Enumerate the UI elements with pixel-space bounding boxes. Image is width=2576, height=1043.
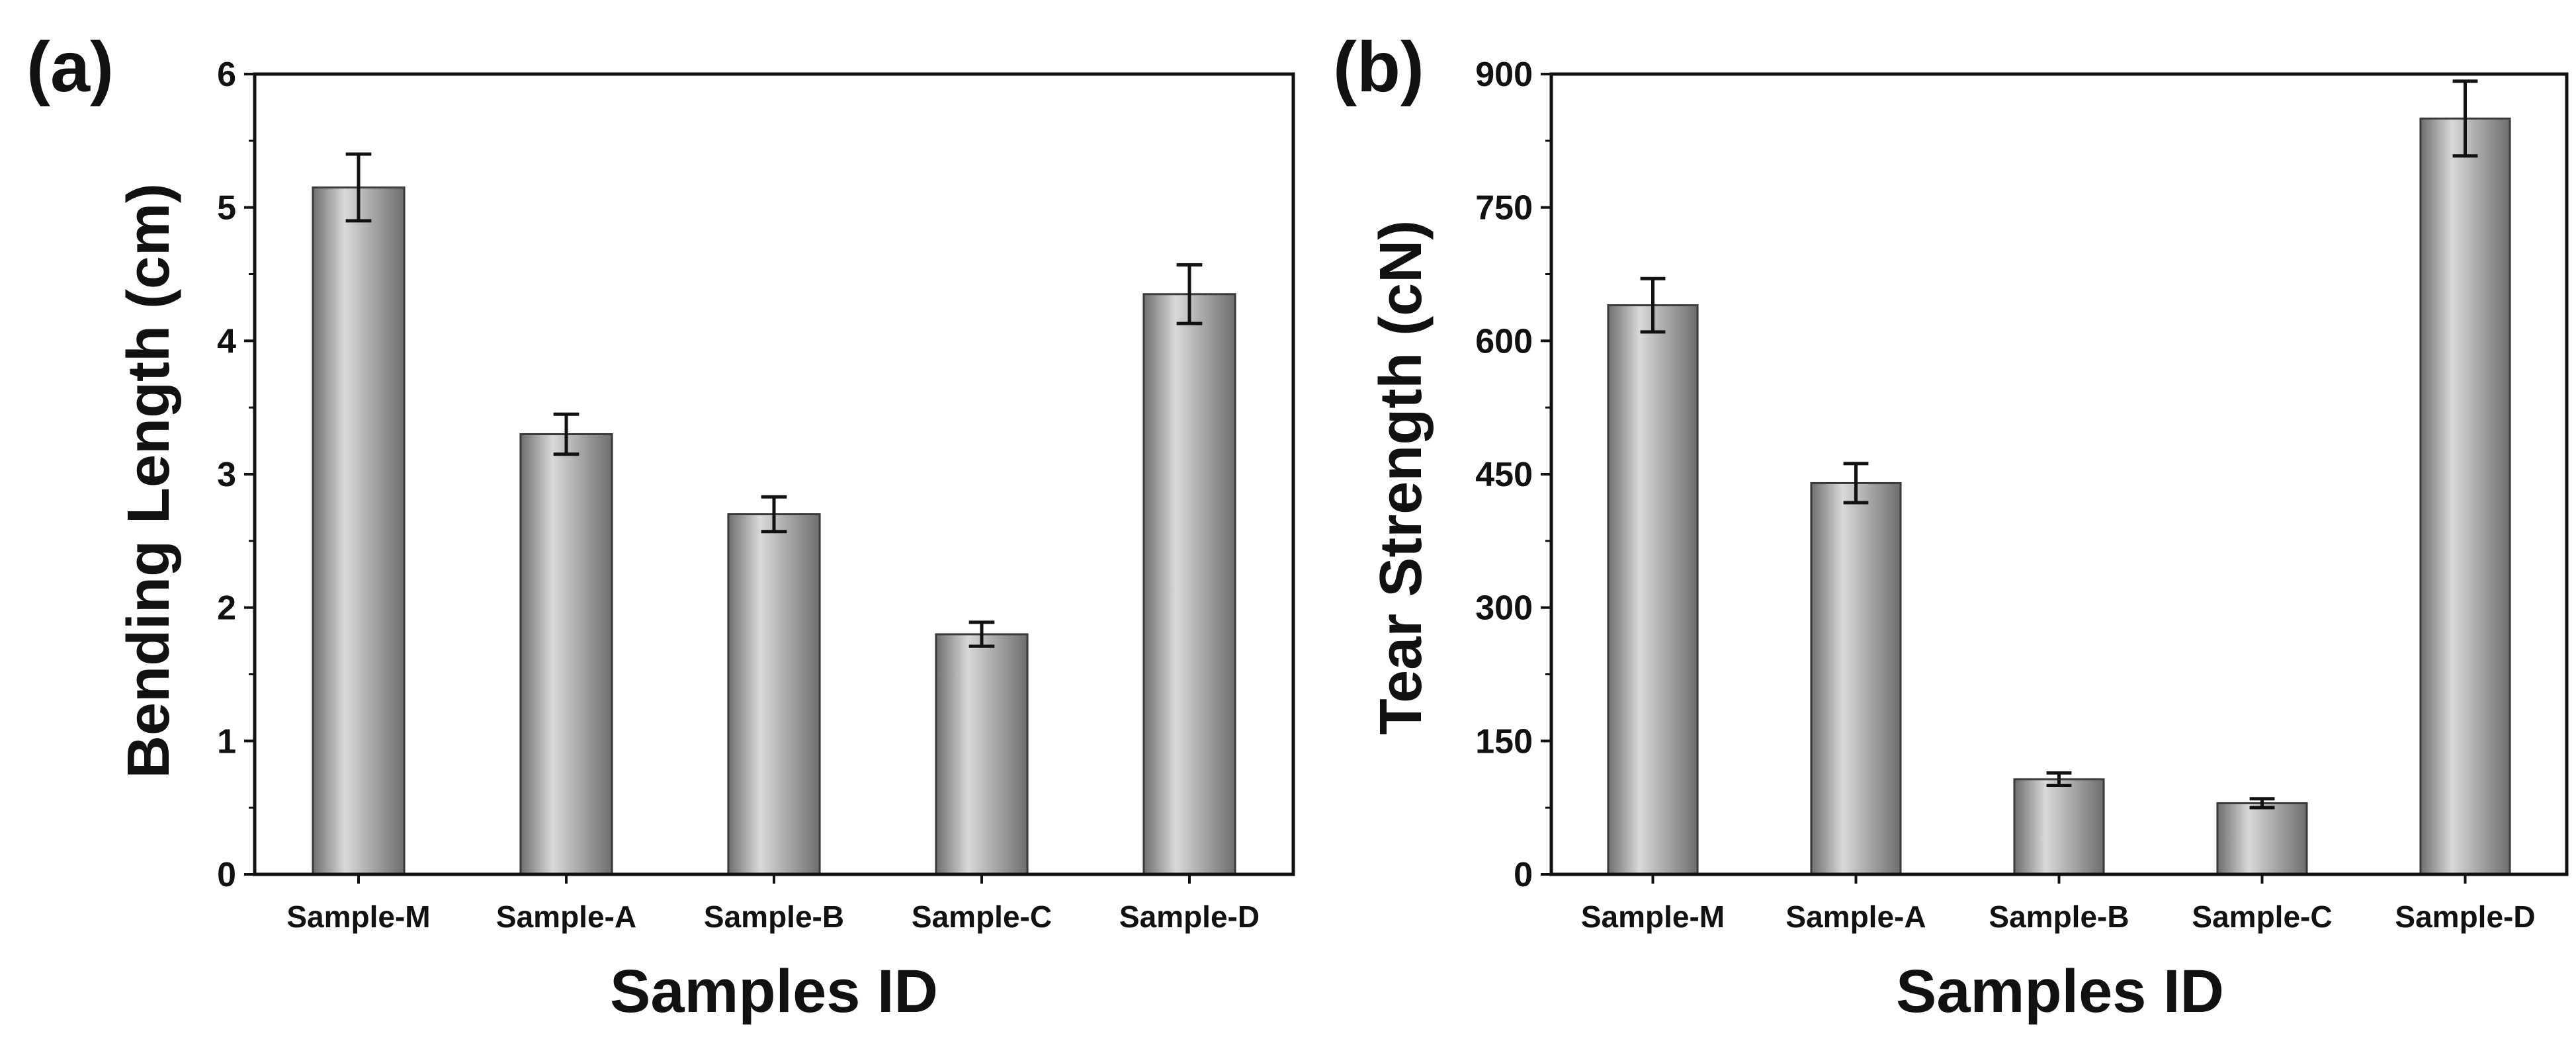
panel-b-x-tick-label: Sample-M [1581,899,1725,934]
panel-b-x-tick-label: Sample-C [2192,899,2332,934]
panel-a-bar-sample-b [727,513,821,876]
panel-b-y-tick-label: 0 [1514,856,1533,894]
panel-b-bar-sample-d [2419,117,2511,876]
panel-a-plot: 0 1 2 3 4 5 6 Sample-M Sample-A Sample-B Sample-C S… [217,56,1295,934]
panel-a-y-axis-title: Bending Length (cm) [116,183,182,778]
panel-a-x-axis-title: Samples ID [610,958,938,1025]
panel-a-y-tick-label: 1 [217,722,236,761]
panel-a-y-tick-label: 6 [217,56,236,94]
panel-a-bar-sample-a [519,433,613,876]
panel-a-x-tick-label: Sample-B [704,899,844,934]
panel-b-plot: 0 150 300 450 600 750 900 Sample-M Sample-A Sampl… [1475,56,2569,934]
panel-b-y-tick-label: 450 [1475,456,1533,494]
panel-a-label: (a) [26,26,114,106]
panel-a-x-tick-label: Sample-C [912,899,1052,934]
panel-a-y-tick-label: 4 [217,322,236,360]
panel-a-y-tick-label: 3 [217,456,236,494]
panel-a-x-tick-label: Sample-M [286,899,430,934]
panel-b-x-tick-label: Sample-B [1989,899,2129,934]
panel-b-y-tick-label: 750 [1475,189,1533,228]
panel-b-y-tick-label: 150 [1475,722,1533,761]
panel-b-x-tick-label: Sample-A [1785,899,1926,934]
panel-a-bar-sample-m [312,186,406,876]
panel-b-y-tick-label: 600 [1475,322,1533,360]
panel-b-y-tick-label: 300 [1475,589,1533,628]
panel-b-y-axis-title: Tear Strength (cN) [1368,220,1434,735]
panel-b-bar-sample-a [1810,481,1902,876]
panel-a-y-tick-label: 2 [217,589,236,628]
panel-a-plot-frame [253,72,1295,876]
panel-b-bar-sample-b [2013,778,2105,876]
panel-a-bar-sample-d [1142,293,1236,876]
panel-a-bar-sample-c [935,633,1029,876]
panel-a-y-tick-label: 5 [217,189,236,228]
panel-b-x-axis-title: Samples ID [1896,958,2224,1025]
panel-b-bar-sample-m [1607,304,1699,876]
panel-b-bar-sample-c [2216,802,2308,876]
panel-b-plot-frame [1549,72,2569,876]
panel-b-label: (b) [1333,26,1424,106]
panel-b-y-tick-label: 900 [1475,56,1533,94]
panel-a-y-tick-label: 0 [217,856,236,894]
panel-b-x-tick-label: Sample-D [2395,899,2535,934]
panel-a-x-tick-label: Sample-A [496,899,636,934]
panel-a: (a) Bending Length (cm) Samples ID 0 1 2 3 4… [26,26,1295,1025]
panel-a-x-tick-label: Sample-D [1119,899,1260,934]
panel-b: (b) Tear Strength (cN) Samples ID 0 150 30… [1333,26,2569,1025]
